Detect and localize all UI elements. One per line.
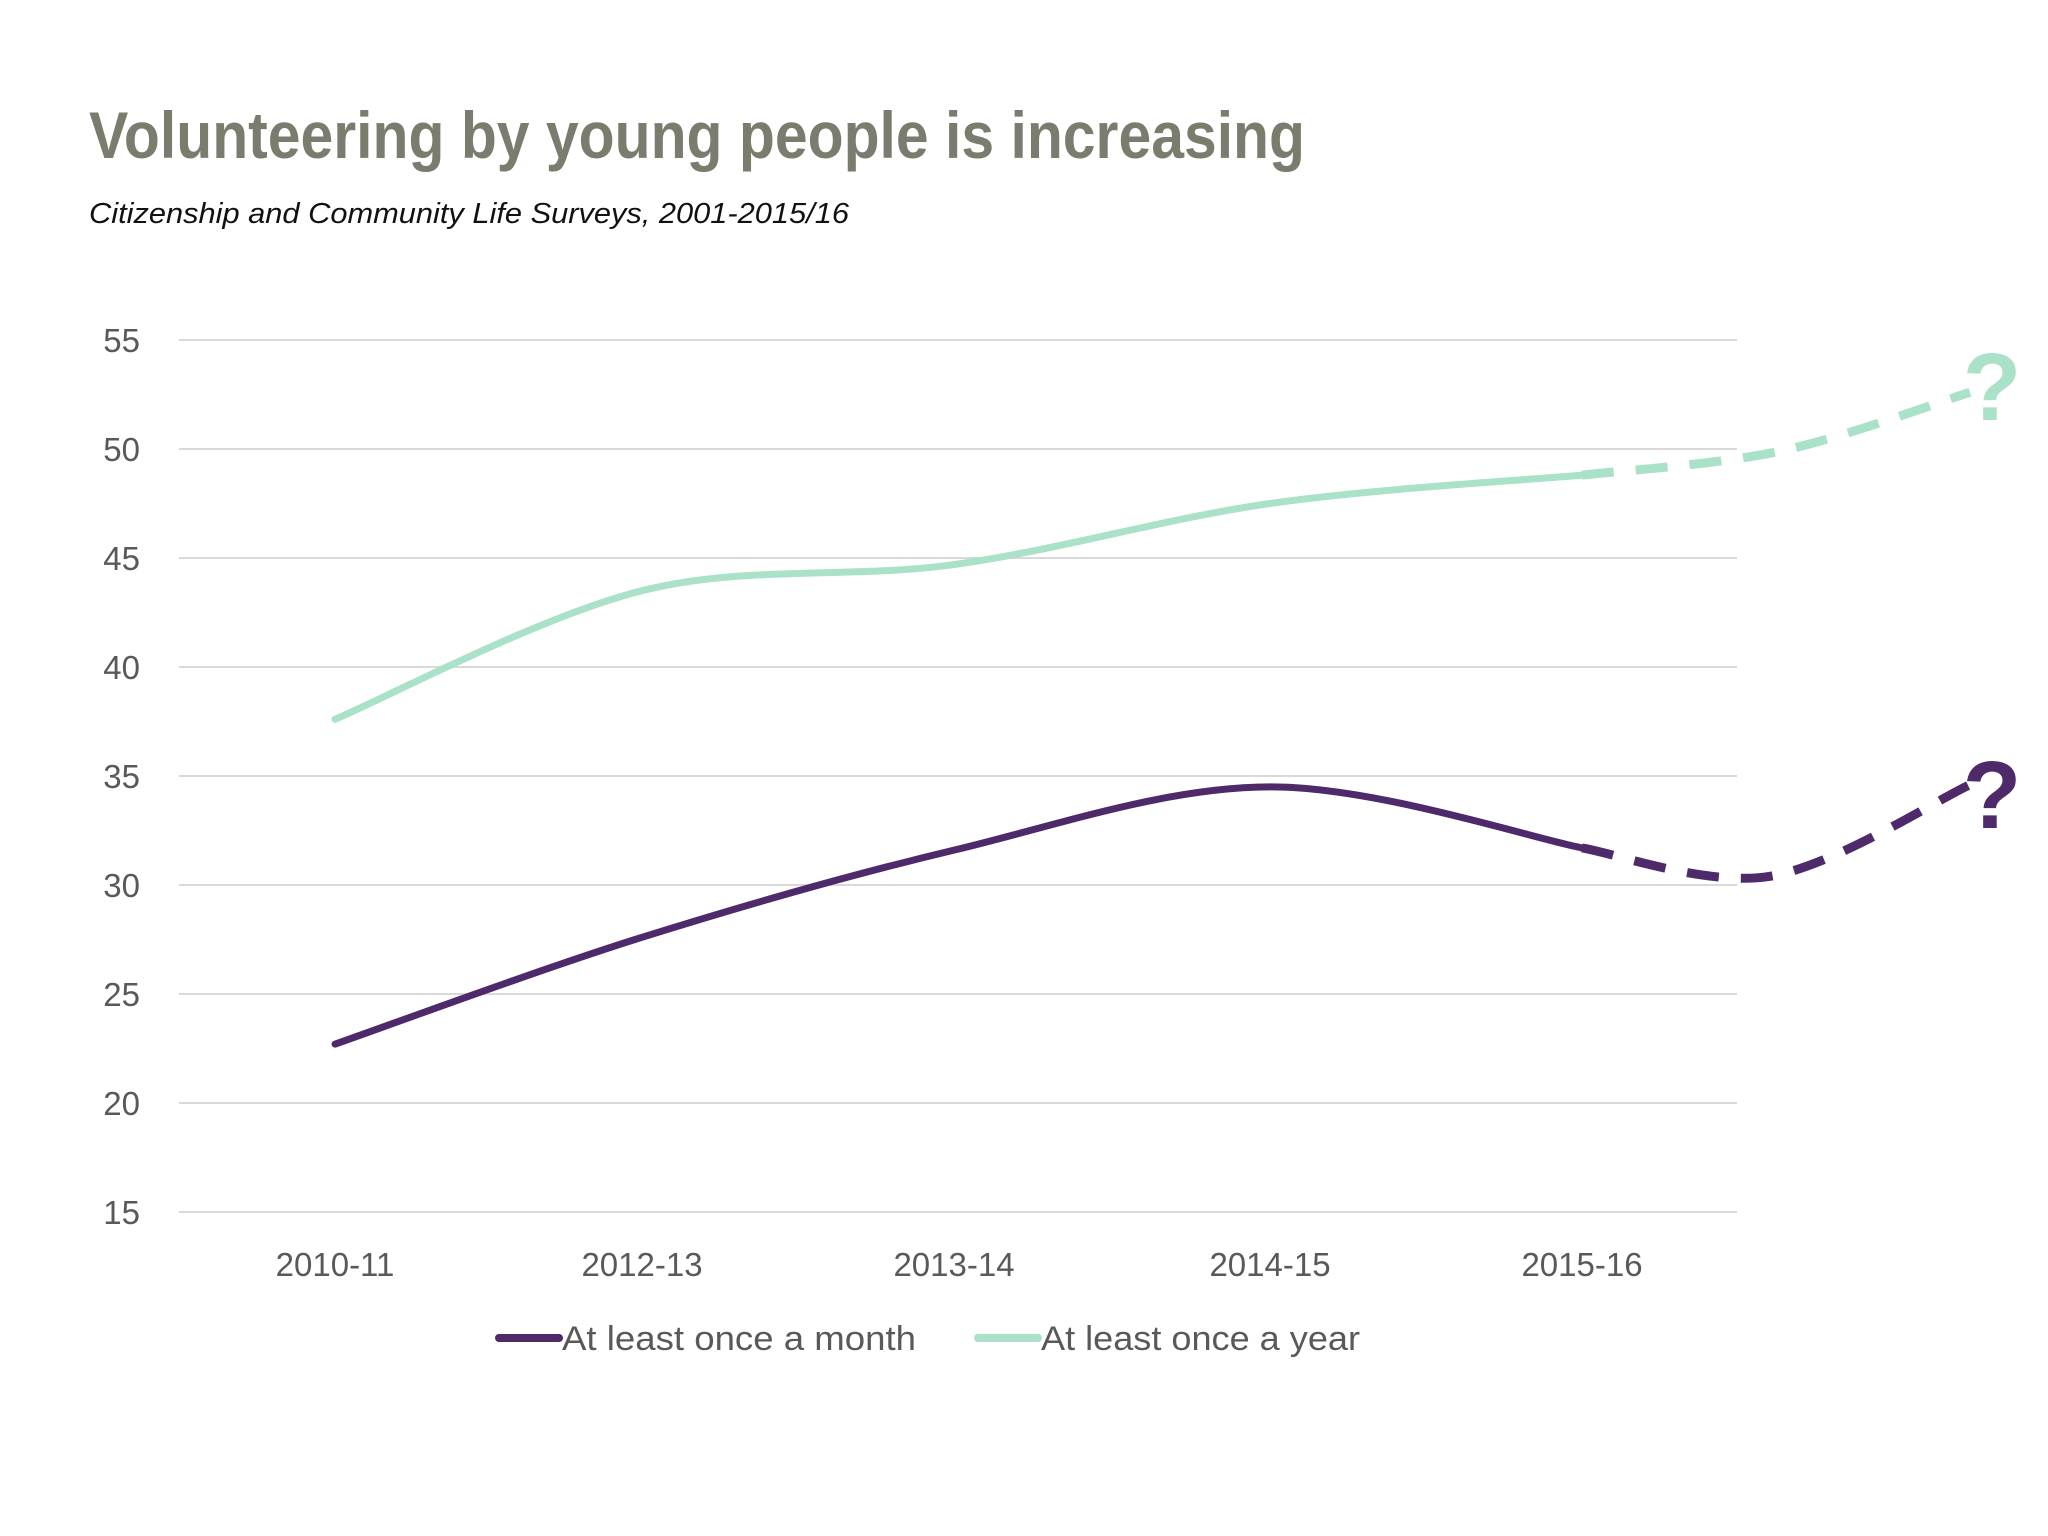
projections: ?? bbox=[1581, 334, 2022, 883]
y-tick-label: 25 bbox=[103, 976, 140, 1013]
legend-item: At least once a month bbox=[495, 1320, 916, 1358]
y-tick-label: 45 bbox=[103, 540, 140, 577]
x-tick-label: 2010-11 bbox=[276, 1246, 395, 1283]
x-tick-label: 2012-13 bbox=[581, 1246, 702, 1283]
gridlines bbox=[179, 339, 1737, 1213]
series-line bbox=[331, 471, 1586, 723]
y-axis: 15 20 25 30 35 40 45 50 55 bbox=[103, 322, 140, 1231]
legend-item: At least once a year bbox=[974, 1320, 1360, 1358]
x-axis: 2010-11 2012-13 2013-14 2014-15 2015-16 bbox=[276, 1246, 1643, 1283]
y-tick-label: 50 bbox=[103, 431, 140, 468]
y-tick-label: 20 bbox=[103, 1085, 140, 1122]
legend: At least once a month At least once a yea… bbox=[495, 1320, 1360, 1358]
projection-line bbox=[1581, 780, 1972, 883]
question-mark-annotation: ? bbox=[1963, 334, 2022, 441]
y-tick-label: 40 bbox=[103, 649, 140, 686]
x-tick-label: 2013-14 bbox=[893, 1246, 1014, 1283]
y-tick-label: 55 bbox=[103, 322, 140, 359]
chart-title: Volunteering by young people is increasi… bbox=[89, 98, 1305, 172]
projection-line bbox=[1581, 388, 1972, 480]
y-tick-label: 15 bbox=[103, 1194, 140, 1231]
series-lines bbox=[331, 471, 1586, 1048]
y-tick-label: 30 bbox=[103, 867, 140, 904]
question-mark-annotation: ? bbox=[1963, 742, 2022, 849]
y-tick-label: 35 bbox=[103, 758, 140, 795]
legend-label: At least once a month bbox=[562, 1320, 916, 1358]
chart-subtitle: Citizenship and Community Life Surveys, … bbox=[89, 198, 850, 230]
legend-label: At least once a year bbox=[1041, 1320, 1360, 1358]
x-tick-label: 2014-15 bbox=[1209, 1246, 1330, 1283]
series-line bbox=[331, 783, 1586, 1048]
x-tick-label: 2015-16 bbox=[1521, 1246, 1642, 1283]
